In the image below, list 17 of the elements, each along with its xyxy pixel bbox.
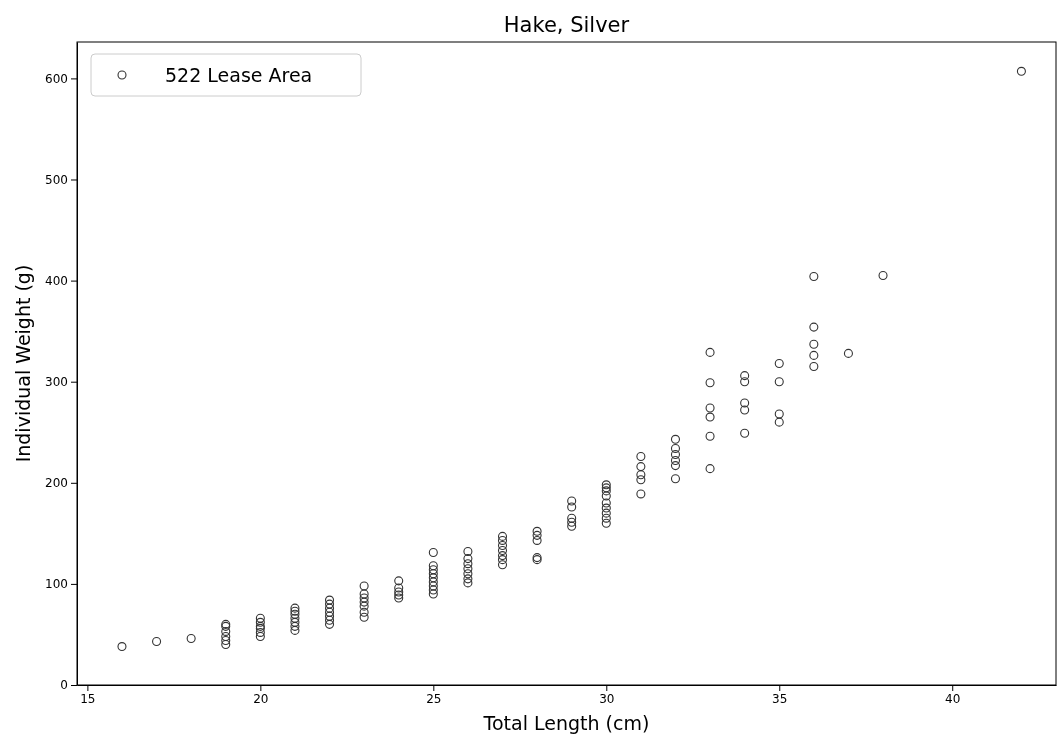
y-tick-label: 500 xyxy=(45,172,68,187)
x-axis-title: Total Length (cm) xyxy=(482,712,650,734)
x-tick-label: 35 xyxy=(772,691,788,706)
legend-label: 522 Lease Area xyxy=(165,64,313,86)
chart-title: Hake, Silver xyxy=(503,13,630,37)
y-tick-label: 200 xyxy=(45,476,68,491)
y-tick-label: 400 xyxy=(45,273,68,288)
x-tick-label: 30 xyxy=(599,691,615,706)
x-tick-label: 25 xyxy=(426,691,442,706)
y-tick-label: 0 xyxy=(60,678,68,693)
y-tick-label: 100 xyxy=(45,577,68,592)
y-axis-title: Individual Weight (g) xyxy=(12,264,34,463)
x-tick-label: 15 xyxy=(80,691,96,706)
y-tick-label: 300 xyxy=(45,375,68,390)
y-tick-label: 600 xyxy=(45,71,68,86)
x-tick-label: 20 xyxy=(253,691,269,706)
x-tick-label: 40 xyxy=(945,691,961,706)
